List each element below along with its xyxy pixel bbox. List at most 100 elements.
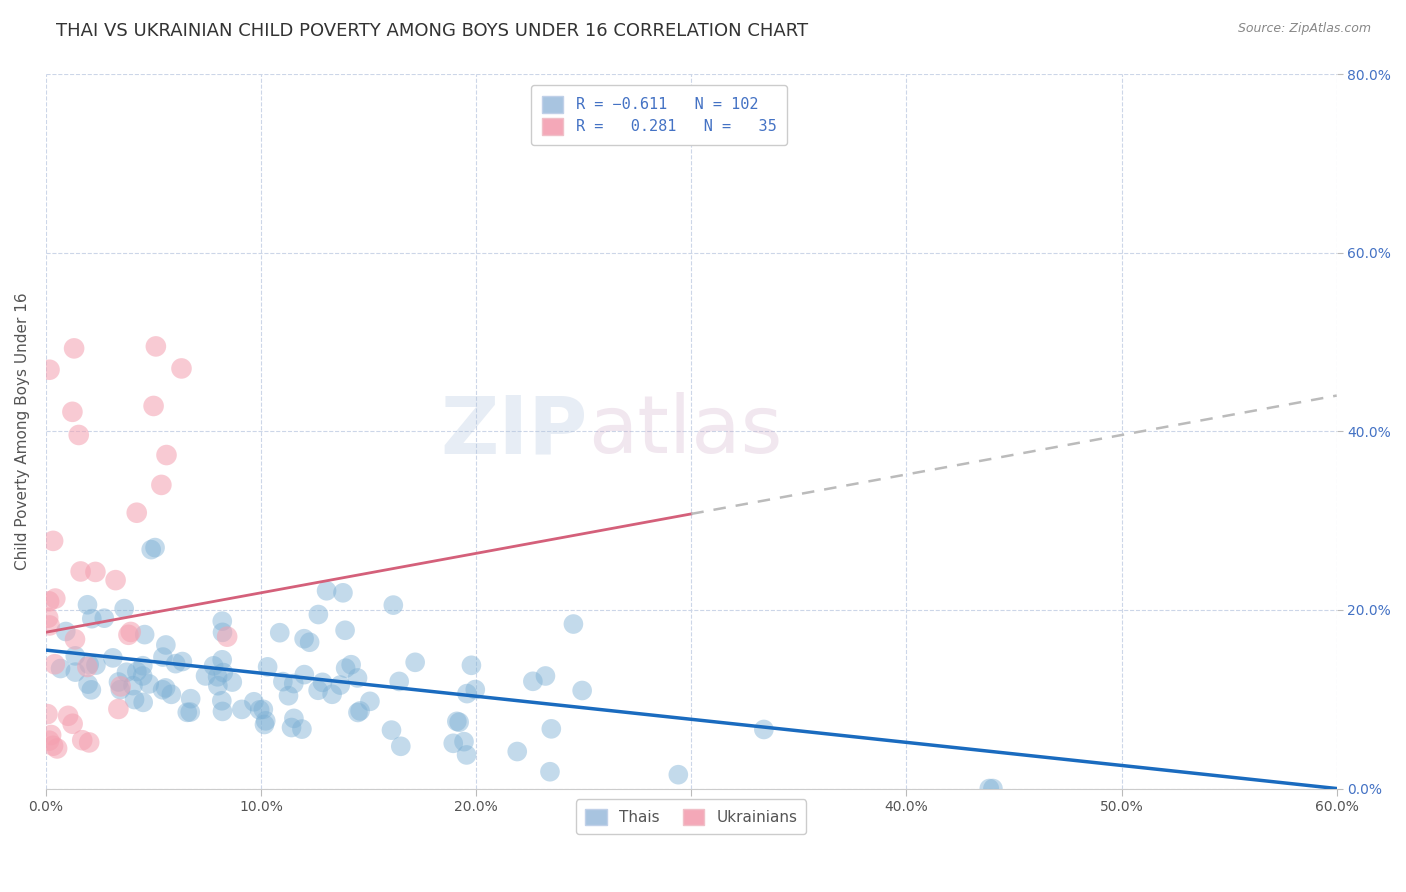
Point — [84, 565, 107, 579]
Point — [441, 736, 464, 750]
Text: ZIP: ZIP — [441, 392, 588, 470]
Point — [160, 687, 183, 701]
Point — [44, 591, 66, 606]
Point — [256, 660, 278, 674]
Point — [55, 624, 77, 639]
Point — [253, 717, 276, 731]
Point — [104, 573, 127, 587]
Point — [382, 598, 405, 612]
Point — [37, 611, 59, 625]
Point — [202, 658, 225, 673]
Point — [143, 541, 166, 555]
Point — [329, 678, 352, 692]
Point — [120, 624, 142, 639]
Point — [752, 723, 775, 737]
Point — [254, 714, 277, 728]
Y-axis label: Child Poverty Among Boys Under 16: Child Poverty Among Boys Under 16 — [15, 293, 30, 570]
Point — [63, 632, 86, 647]
Point — [538, 764, 561, 779]
Point — [76, 660, 98, 674]
Point — [252, 702, 274, 716]
Point — [44, 657, 66, 672]
Point — [211, 625, 233, 640]
Point — [979, 781, 1001, 796]
Point — [315, 583, 337, 598]
Point — [333, 624, 356, 638]
Point — [280, 721, 302, 735]
Point — [62, 405, 84, 419]
Point — [65, 665, 87, 679]
Point — [340, 657, 363, 672]
Point — [231, 702, 253, 716]
Point — [132, 658, 155, 673]
Text: Source: ZipAtlas.com: Source: ZipAtlas.com — [1237, 22, 1371, 36]
Point — [194, 669, 217, 683]
Point — [389, 739, 412, 754]
Point — [298, 635, 321, 649]
Point — [464, 682, 486, 697]
Point — [107, 702, 129, 716]
Point — [56, 708, 79, 723]
Point — [453, 734, 475, 748]
Point — [84, 658, 107, 673]
Text: atlas: atlas — [588, 392, 783, 470]
Point — [307, 607, 329, 622]
Point — [534, 669, 557, 683]
Point — [67, 428, 90, 442]
Point — [141, 542, 163, 557]
Point — [165, 657, 187, 671]
Point — [446, 714, 468, 729]
Point — [311, 675, 333, 690]
Point — [172, 655, 194, 669]
Point — [63, 342, 86, 356]
Point — [112, 601, 135, 615]
Point — [70, 733, 93, 747]
Point — [125, 665, 148, 679]
Point — [122, 679, 145, 693]
Point — [38, 363, 60, 377]
Point — [134, 627, 156, 641]
Point — [49, 661, 72, 675]
Point — [271, 674, 294, 689]
Point — [101, 651, 124, 665]
Point — [38, 594, 60, 608]
Point — [380, 723, 402, 738]
Point — [211, 614, 233, 628]
Point — [249, 703, 271, 717]
Point — [346, 671, 368, 685]
Point — [292, 667, 315, 681]
Point — [540, 722, 562, 736]
Point — [243, 695, 266, 709]
Point — [152, 682, 174, 697]
Point — [207, 670, 229, 684]
Point — [221, 675, 243, 690]
Point — [115, 665, 138, 680]
Point — [456, 687, 478, 701]
Point — [124, 692, 146, 706]
Point — [42, 739, 65, 753]
Point — [37, 707, 59, 722]
Point — [179, 705, 201, 719]
Point — [76, 598, 98, 612]
Point — [283, 711, 305, 725]
Point — [217, 630, 239, 644]
Point — [170, 361, 193, 376]
Point — [117, 628, 139, 642]
Point — [145, 339, 167, 353]
Point — [155, 448, 177, 462]
Point — [388, 674, 411, 689]
Point — [155, 681, 177, 695]
Point — [80, 682, 103, 697]
Point — [38, 733, 60, 747]
Point — [349, 704, 371, 718]
Point — [359, 694, 381, 708]
Point — [42, 533, 65, 548]
Point — [571, 683, 593, 698]
Point — [155, 638, 177, 652]
Point — [666, 767, 689, 781]
Legend: Thais, Ukrainians: Thais, Ukrainians — [576, 799, 807, 835]
Point — [132, 695, 155, 709]
Point — [77, 677, 100, 691]
Point — [107, 675, 129, 690]
Point — [981, 781, 1004, 796]
